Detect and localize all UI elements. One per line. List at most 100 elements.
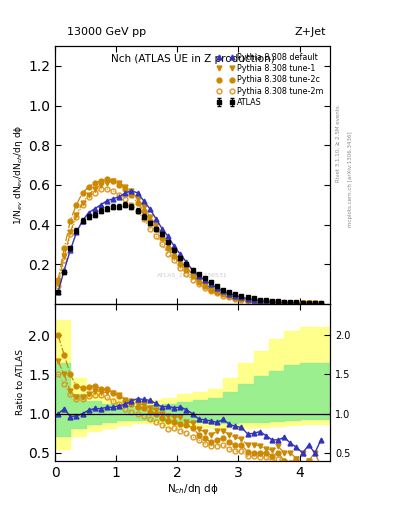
Pythia 8.308 tune-1	[245, 296, 250, 303]
Pythia 8.308 tune-1	[257, 298, 262, 304]
Pythia 8.308 default	[105, 198, 109, 204]
Pythia 8.308 tune-2c	[56, 277, 61, 283]
Pythia 8.308 tune-2c	[74, 202, 79, 208]
Pythia 8.308 tune-2c	[282, 300, 286, 306]
Pythia 8.308 tune-2m	[56, 283, 61, 289]
Pythia 8.308 default	[319, 301, 323, 307]
Pythia 8.308 tune-2m	[117, 191, 121, 198]
Pythia 8.308 tune-2m	[92, 190, 97, 196]
Pythia 8.308 tune-1	[276, 300, 281, 306]
Pythia 8.308 default	[111, 196, 116, 202]
Pythia 8.308 tune-1	[264, 299, 268, 305]
Pythia 8.308 default	[56, 289, 61, 295]
Pythia 8.308 tune-1	[239, 295, 244, 302]
Pythia 8.308 tune-1	[196, 277, 201, 283]
Pythia 8.308 tune-2m	[178, 265, 183, 271]
Y-axis label: 1/N$_{ev}$ dN$_{ev}$/dN$_{ch}$/dη dϕ: 1/N$_{ev}$ dN$_{ev}$/dN$_{ch}$/dη dϕ	[13, 125, 26, 225]
Text: Nch (ATLAS UE in Z production): Nch (ATLAS UE in Z production)	[111, 54, 274, 64]
Pythia 8.308 tune-2c	[111, 178, 116, 184]
Pythia 8.308 default	[178, 251, 183, 258]
Pythia 8.308 tune-2c	[92, 180, 97, 186]
Pythia 8.308 tune-2m	[105, 186, 109, 192]
Pythia 8.308 tune-1	[282, 300, 286, 306]
Line: Pythia 8.308 tune-2m: Pythia 8.308 tune-2m	[56, 186, 323, 306]
Pythia 8.308 tune-1	[312, 301, 317, 307]
Pythia 8.308 tune-1	[99, 182, 103, 188]
Pythia 8.308 tune-2c	[123, 186, 128, 192]
Pythia 8.308 default	[202, 277, 207, 283]
Pythia 8.308 tune-2m	[270, 300, 274, 306]
Pythia 8.308 tune-2m	[264, 299, 268, 305]
Pythia 8.308 tune-2m	[215, 290, 219, 296]
Pythia 8.308 default	[99, 202, 103, 208]
Pythia 8.308 tune-2c	[276, 300, 281, 306]
Pythia 8.308 tune-2m	[239, 296, 244, 303]
Pythia 8.308 tune-2c	[245, 297, 250, 304]
Pythia 8.308 default	[141, 198, 146, 204]
Pythia 8.308 tune-1	[202, 281, 207, 287]
Pythia 8.308 tune-2m	[227, 294, 231, 301]
Pythia 8.308 tune-1	[209, 285, 213, 291]
Pythia 8.308 tune-1	[111, 178, 116, 184]
Pythia 8.308 tune-1	[92, 186, 97, 192]
Pythia 8.308 tune-2c	[294, 300, 299, 306]
Pythia 8.308 tune-2m	[252, 298, 256, 304]
Pythia 8.308 tune-2c	[86, 184, 91, 190]
Pythia 8.308 default	[190, 267, 195, 273]
Pythia 8.308 tune-1	[166, 241, 171, 247]
Pythia 8.308 default	[209, 281, 213, 287]
Pythia 8.308 tune-2c	[160, 236, 164, 242]
Pythia 8.308 tune-2c	[196, 279, 201, 285]
Pythia 8.308 tune-1	[252, 297, 256, 304]
Line: Pythia 8.308 default: Pythia 8.308 default	[56, 188, 323, 306]
Text: 13000 GeV pp: 13000 GeV pp	[67, 27, 146, 37]
Pythia 8.308 tune-1	[300, 300, 305, 306]
Pythia 8.308 tune-2c	[252, 298, 256, 304]
Pythia 8.308 tune-2m	[68, 231, 73, 238]
Pythia 8.308 default	[233, 292, 238, 298]
Pythia 8.308 default	[221, 288, 226, 294]
Pythia 8.308 tune-2c	[319, 301, 323, 307]
Pythia 8.308 default	[117, 194, 121, 200]
Pythia 8.308 tune-2m	[99, 186, 103, 192]
Pythia 8.308 default	[123, 190, 128, 196]
Pythia 8.308 tune-1	[288, 300, 293, 306]
Pythia 8.308 tune-2c	[117, 182, 121, 188]
Pythia 8.308 tune-2m	[257, 299, 262, 305]
Pythia 8.308 tune-2m	[172, 257, 176, 263]
Pythia 8.308 default	[312, 301, 317, 307]
Pythia 8.308 default	[239, 294, 244, 301]
Pythia 8.308 default	[252, 296, 256, 303]
Pythia 8.308 tune-2m	[129, 202, 134, 208]
Pythia 8.308 tune-2c	[264, 299, 268, 305]
Pythia 8.308 tune-2c	[68, 218, 73, 224]
Pythia 8.308 default	[196, 273, 201, 279]
Pythia 8.308 tune-2m	[154, 233, 158, 240]
Text: Z+Jet: Z+Jet	[295, 27, 326, 37]
Pythia 8.308 tune-2m	[62, 257, 66, 263]
Pythia 8.308 tune-2c	[221, 291, 226, 297]
Pythia 8.308 tune-2c	[312, 301, 317, 307]
Pythia 8.308 tune-2c	[166, 245, 171, 251]
X-axis label: N$_{ch}$/dη dϕ: N$_{ch}$/dη dϕ	[167, 482, 219, 497]
Pythia 8.308 default	[147, 206, 152, 212]
Pythia 8.308 tune-1	[117, 180, 121, 186]
Pythia 8.308 tune-2m	[160, 241, 164, 247]
Pythia 8.308 tune-2c	[202, 283, 207, 289]
Pythia 8.308 tune-2c	[178, 261, 183, 267]
Pythia 8.308 default	[282, 300, 286, 306]
Pythia 8.308 default	[172, 243, 176, 249]
Pythia 8.308 tune-1	[227, 292, 231, 298]
Pythia 8.308 tune-2c	[227, 293, 231, 300]
Pythia 8.308 tune-2c	[209, 287, 213, 293]
Pythia 8.308 tune-1	[190, 271, 195, 277]
Pythia 8.308 tune-2m	[221, 292, 226, 298]
Pythia 8.308 default	[300, 300, 305, 306]
Pythia 8.308 default	[184, 259, 189, 265]
Pythia 8.308 tune-2m	[300, 301, 305, 307]
Pythia 8.308 tune-1	[172, 249, 176, 255]
Pythia 8.308 tune-1	[319, 301, 323, 307]
Pythia 8.308 tune-2c	[288, 300, 293, 306]
Pythia 8.308 tune-1	[105, 180, 109, 186]
Pythia 8.308 tune-2m	[135, 207, 140, 214]
